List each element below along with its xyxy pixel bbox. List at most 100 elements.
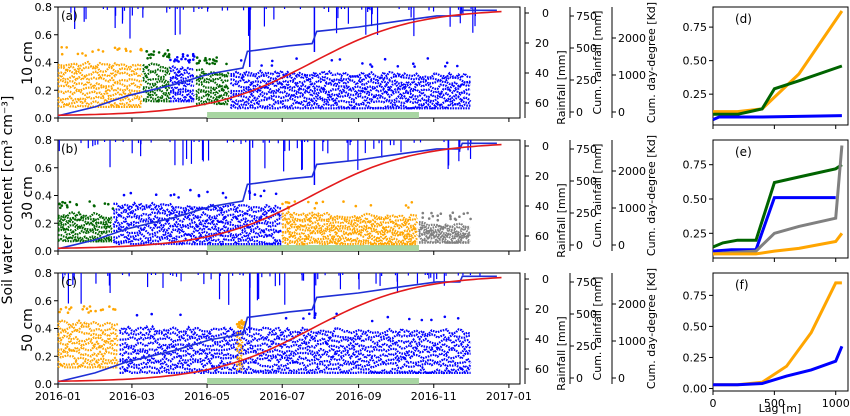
cum-dd-tick-label: 1000 [618, 202, 646, 215]
x-tick-label: 2016-07 [259, 390, 305, 403]
swc-point [449, 217, 452, 221]
swc-point [82, 305, 86, 308]
y-tick-label: 0.25 [683, 88, 708, 101]
shared-ylabel: Soil water content [cm³ cm⁻³] [0, 96, 16, 305]
swc-trace [235, 341, 244, 348]
swc-point [60, 46, 63, 49]
swc-trace [282, 224, 419, 234]
rainfall-axis-label: Rainfall [mm] [555, 50, 568, 124]
swc-trace [142, 79, 171, 87]
swc-point [430, 318, 433, 322]
swc-trace [235, 335, 244, 344]
variogram-line [713, 281, 842, 387]
swc-point [313, 207, 317, 210]
swc-trace [57, 237, 113, 243]
plot-frame [712, 272, 849, 392]
swc-point [111, 207, 115, 210]
swc-trace [418, 220, 470, 230]
swc-point [215, 56, 218, 59]
swc-trace [57, 338, 119, 348]
rainfall-axis-label: Rainfall [mm] [555, 183, 568, 257]
swc-point [253, 193, 257, 196]
swc-series-segment [142, 49, 171, 103]
swc-trace [142, 74, 171, 84]
swc-point [154, 193, 158, 196]
swc-point [208, 58, 211, 61]
swc-point [60, 52, 64, 56]
time-series-panel-c: (c) 0.0 0.2 0.4 0.6 0.8 2016-01 2016-03 2016-05 2… [35, 267, 659, 403]
cum-rain-tick-label: 750 [576, 10, 597, 23]
swc-point [140, 48, 143, 52]
cum-rain-tick-label: 250 [576, 207, 597, 220]
swc-point [195, 56, 199, 59]
swc-trace [230, 76, 471, 88]
swc-point [370, 319, 374, 323]
swc-point [164, 52, 167, 55]
rain-tick-label: 40 [535, 67, 549, 80]
swc-trace [57, 210, 113, 220]
swc-series-segment [112, 188, 283, 247]
swc-point [197, 194, 201, 198]
swc-trace [236, 353, 244, 360]
variogram-panel-f: (f) 0.00 0.25 0.50 0.75 0 500 1000 [683, 272, 850, 410]
swc-point [330, 59, 334, 62]
swc-point [396, 65, 400, 68]
panel-label: (d) [735, 12, 752, 26]
y-tick-label: 0.8 [35, 1, 53, 14]
swc-point [421, 211, 425, 215]
y-tick-label: 0.50 [683, 193, 708, 206]
rain-tick-label: 0 [542, 273, 549, 286]
rain-tick-label: 0 [542, 140, 549, 153]
swc-point [413, 65, 416, 68]
cum-rain-tick-label: 750 [576, 276, 597, 289]
x-tick-label: 2016-11 [411, 390, 457, 403]
swc-point [101, 50, 105, 53]
swc-point [68, 200, 72, 204]
swc-trace [282, 230, 418, 241]
swc-trace [195, 90, 230, 99]
swc-trace [57, 217, 113, 227]
swc-point [314, 201, 318, 205]
swc-point [59, 307, 63, 311]
y-tick-label: 0.2 [35, 217, 53, 230]
swc-trace [235, 360, 244, 366]
y-tick-label: 0.4 [35, 323, 53, 336]
swc-trace [195, 94, 230, 102]
y-tick-label: 0.0 [35, 112, 53, 125]
rainfall-bars [58, 140, 472, 200]
swc-point [462, 212, 466, 215]
cum-daydegree-axis-label: Cum. day-degree [Kd] [645, 135, 658, 256]
cum-rain-tick-label: 750 [576, 143, 597, 156]
x-tick-label: 0 [710, 397, 717, 410]
variogram-line [713, 232, 844, 256]
cum-rainfall-axis-label: Cum. rainfall [mm] [591, 11, 604, 115]
swc-trace [230, 101, 471, 110]
swc-point [458, 215, 461, 218]
swc-point [444, 65, 447, 68]
swc-point [206, 190, 209, 194]
swc-trace [113, 240, 282, 246]
swc-point [260, 64, 263, 67]
swc-point [420, 318, 424, 322]
time-series-panel-b: (b) 0.0 0.2 0.4 0.6 0.8 0 20 40 60 Rainfall [mm] 0 2… [35, 134, 659, 258]
panel-label: (f) [735, 278, 749, 292]
swc-point [284, 316, 288, 320]
swc-point [321, 200, 325, 204]
swc-point [302, 317, 305, 320]
panel-label: (c) [61, 275, 77, 289]
cum-rainfall-axis-label: Cum. rainfall [mm] [591, 277, 604, 381]
swc-point [383, 57, 387, 61]
swc-point [308, 312, 311, 316]
swc-point [88, 305, 92, 308]
y-tick-label: 0.0 [35, 378, 53, 391]
y-tick-label: 0.2 [35, 350, 53, 363]
swc-point [162, 54, 165, 58]
swc-trace [112, 218, 282, 229]
swc-point [64, 306, 68, 309]
swc-trace [235, 356, 244, 362]
swc-point [238, 326, 242, 330]
swc-point [466, 211, 469, 215]
swc-point [307, 200, 310, 204]
swc-point [84, 54, 87, 57]
swc-point [101, 308, 105, 311]
